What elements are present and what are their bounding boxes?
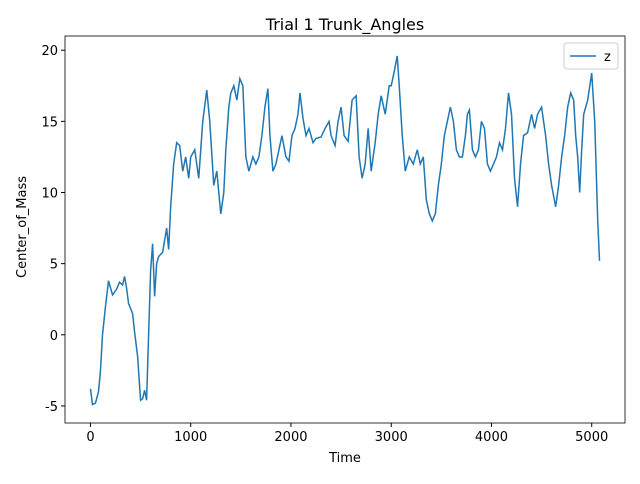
x-tick-label: 5000 xyxy=(575,430,608,445)
y-tick-label: 10 xyxy=(41,187,58,202)
x-tick-label: 3000 xyxy=(375,430,408,445)
plot-frame xyxy=(64,35,626,424)
chart-title: Trial 1 Trunk_Angles xyxy=(265,15,424,35)
legend-label: z xyxy=(604,50,611,65)
x-tick-label: 0 xyxy=(86,430,94,445)
y-tick-label: -5 xyxy=(45,400,58,415)
data-line xyxy=(89,55,601,406)
x-tick-label: 4000 xyxy=(475,430,508,445)
y-tick-label: 20 xyxy=(41,44,58,59)
y-tick-label: 15 xyxy=(41,115,58,130)
y-tick-label: 5 xyxy=(50,258,58,273)
x-axis-label: Time xyxy=(328,451,361,466)
x-tick-label: 1000 xyxy=(174,430,207,445)
x-tick-label: 2000 xyxy=(274,430,307,445)
y-tick-label: 0 xyxy=(50,329,58,344)
y-axis-label: Center_of_Mass xyxy=(15,176,30,278)
